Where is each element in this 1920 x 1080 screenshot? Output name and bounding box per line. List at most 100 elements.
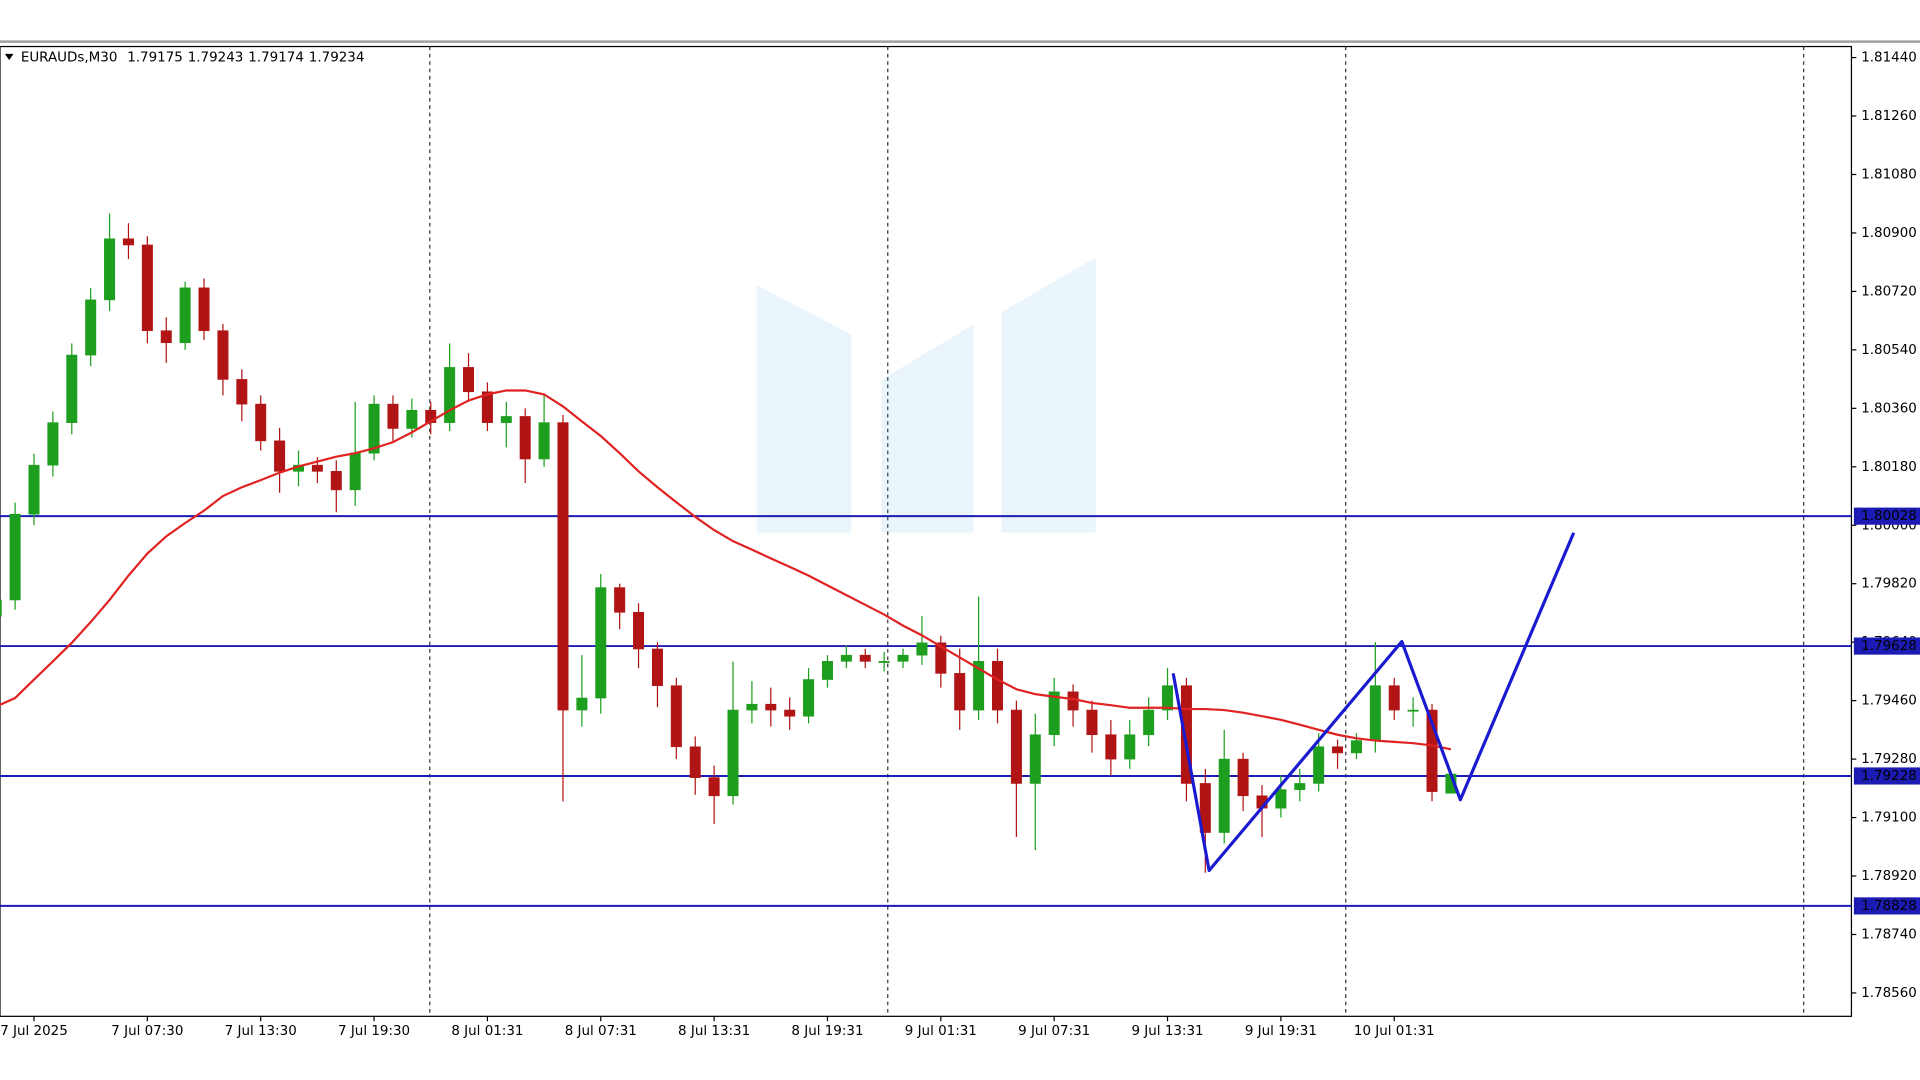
symbol: EURAUDs,M30 <box>21 51 118 66</box>
candle-body <box>179 287 191 344</box>
x-tick-label: 7 Jul 2025 <box>0 1024 68 1039</box>
x-tick-label: 8 Jul 01:31 <box>451 1024 523 1039</box>
x-tick-label: 9 Jul 13:31 <box>1131 1024 1203 1039</box>
candle-body <box>1237 758 1249 797</box>
low-value: 1.79174 <box>248 51 304 66</box>
candle-body <box>973 661 985 711</box>
level-label: 1.79228 <box>1861 769 1917 784</box>
x-tick-label: 9 Jul 07:31 <box>1018 1024 1090 1039</box>
candle-body <box>614 587 626 613</box>
candle-body <box>633 611 645 650</box>
y-tick-label: 1.79460 <box>1861 694 1917 709</box>
x-tick-label: 9 Jul 19:31 <box>1245 1024 1317 1039</box>
candle-body <box>349 452 361 491</box>
candle-body <box>141 244 153 332</box>
candle-body <box>425 409 437 423</box>
candle-body <box>1426 709 1438 792</box>
candle-body <box>1010 709 1022 784</box>
candle-body <box>1407 709 1419 712</box>
candle-body <box>1275 789 1287 809</box>
x-tick-label: 8 Jul 19:31 <box>791 1024 863 1039</box>
candle-body <box>859 654 871 662</box>
watermark-shape <box>756 285 852 533</box>
open-value: 1.79175 <box>127 51 183 66</box>
candle-body <box>784 709 796 717</box>
candle-body <box>330 471 342 491</box>
y-tick-label: 1.81260 <box>1861 109 1917 124</box>
candle-body <box>1294 783 1306 790</box>
candle-body <box>1313 746 1325 784</box>
candle-body <box>1180 685 1192 784</box>
candle-body <box>651 648 663 687</box>
y-tick-label: 1.80720 <box>1861 284 1917 299</box>
candle-body <box>406 409 418 429</box>
level-label-box <box>1853 767 1920 785</box>
level-label: 1.78828 <box>1861 899 1917 914</box>
y-tick-label: 1.80360 <box>1861 401 1917 416</box>
candle-body <box>595 587 607 699</box>
candle-body <box>1124 734 1136 760</box>
x-tick-label: 9 Jul 01:31 <box>905 1024 977 1039</box>
candle-body <box>916 642 928 656</box>
candle-body <box>255 403 267 442</box>
candle-body <box>1162 685 1174 711</box>
chart-header: EURAUDs,M30 1.79175 1.79243 1.79174 1.79234 <box>21 51 365 66</box>
candle-body <box>66 354 78 423</box>
level-label: 1.79628 <box>1861 639 1917 654</box>
candle-body <box>9 513 21 601</box>
projection-line <box>1171 532 1576 873</box>
x-tick-label: 8 Jul 07:31 <box>565 1024 637 1039</box>
candle-body <box>28 464 40 515</box>
candle-body <box>1388 685 1400 711</box>
candle-body <box>236 379 248 405</box>
y-tick-label: 1.81080 <box>1861 167 1917 182</box>
level-label-box <box>1853 507 1920 525</box>
y-tick-label: 1.79100 <box>1861 811 1917 826</box>
candle-body <box>274 440 286 472</box>
y-tick-label: 1.78740 <box>1861 927 1917 942</box>
candle-body <box>0 599 2 617</box>
candle-body <box>746 703 758 711</box>
candle-body <box>992 661 1004 711</box>
candle-body <box>198 287 210 332</box>
candle-body <box>1048 691 1060 736</box>
close-value: 1.79234 <box>309 51 365 66</box>
candle-body <box>1332 746 1344 754</box>
watermark-shape <box>881 324 974 533</box>
candle-body <box>1143 709 1155 736</box>
candle-body <box>104 238 116 301</box>
candle-body <box>878 661 890 663</box>
candle-body <box>840 654 852 662</box>
candle-body <box>311 464 323 472</box>
level-label-box <box>1853 897 1920 915</box>
level-label-box <box>1853 637 1920 655</box>
x-tick-label: 7 Jul 19:30 <box>338 1024 410 1039</box>
candle-body <box>557 422 569 711</box>
candle-body <box>538 422 550 460</box>
candle-body <box>1218 758 1230 833</box>
candle-body <box>1199 783 1211 833</box>
candle-body <box>1067 691 1079 711</box>
y-tick-label: 1.79820 <box>1861 577 1917 592</box>
y-tick-label: 1.80540 <box>1861 343 1917 358</box>
x-tick-label: 8 Jul 13:31 <box>678 1024 750 1039</box>
candle-body <box>1105 734 1117 760</box>
candle-body <box>160 330 172 344</box>
candle-body <box>1369 685 1381 741</box>
candle-body <box>481 391 493 423</box>
candle-body <box>47 422 59 466</box>
watermark <box>756 257 1096 533</box>
candle-body <box>897 654 909 662</box>
y-tick-label: 1.78920 <box>1861 869 1917 884</box>
candle-body <box>689 746 701 778</box>
candle-body <box>444 367 456 423</box>
candle-body <box>765 703 777 711</box>
candle-body <box>954 673 966 711</box>
candle-body <box>1029 734 1041 784</box>
candle-body <box>1350 740 1362 754</box>
x-tick-label: 10 Jul 01:31 <box>1354 1024 1435 1039</box>
high-value: 1.79243 <box>188 51 244 66</box>
